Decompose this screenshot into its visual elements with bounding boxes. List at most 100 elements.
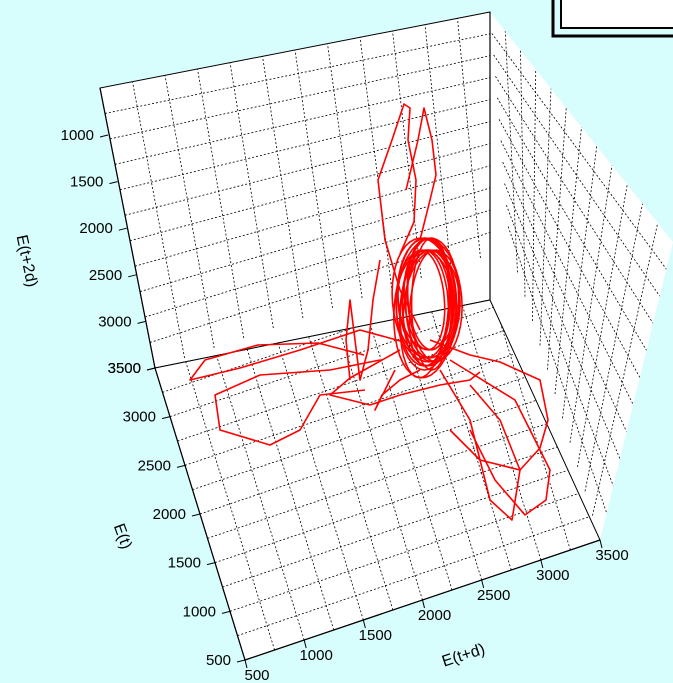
x-axis-tick [244,659,248,669]
y-tick-label: 2000 [153,506,186,523]
z-axis-line [99,87,156,369]
z-axis-tick [146,367,156,371]
back-wall-grid-line [197,68,245,339]
back-wall-grid-line [457,18,481,259]
back-wall-grid-line [139,183,490,293]
y-tick-label: 1500 [168,555,201,572]
right-wall-grid-line [507,226,608,514]
z-axis-tick [99,134,109,138]
back-wall-grid-line [229,62,274,329]
floor-grid-line [184,357,275,651]
x-axis-tick [599,539,603,549]
attractor-trajectory [189,103,551,521]
trajectory-segment [374,369,421,411]
floor-grid-line [207,417,563,539]
x-tick-label: 1500 [359,627,392,644]
y-tick-label: 3000 [123,409,156,426]
x-axis-tick [481,579,485,589]
y-tick-label: 3500 [108,360,141,377]
y-axis-tick [176,464,186,468]
y-axis-tick [161,416,171,420]
x-tick-label: 2500 [477,587,510,604]
right-wall-grid-line [539,88,552,346]
floor-grid-line [229,490,586,612]
y-axis-tick [191,513,201,517]
back-wall-grid-line [114,75,490,165]
floor-grid-line [480,300,571,551]
z-tick-label: 3000 [98,313,131,330]
back-wall-grid-line [104,33,490,114]
right-wall-grid-line [496,97,647,351]
right-wall [490,12,673,540]
z-axis-tick [128,274,137,278]
trajectory-segment [439,369,521,521]
right-wall-grid-line [491,33,667,270]
z-axis-label: E(t+2d) [13,233,41,288]
floor-grid-line [361,300,453,591]
back-wall-grid-line [294,49,333,309]
right-wall-grid-line [493,54,661,297]
trajectory-segment [405,107,437,241]
trajectory-loop [410,237,453,371]
z-axis-tick [137,320,146,324]
x-axis-tick [540,559,544,569]
back-wall-grid-line [327,43,363,299]
back-wall-grid-line [149,226,490,343]
x-axis-label: E(t+d) [440,641,487,671]
y-tick-label: 500 [206,652,231,669]
x-axis-tick [362,619,366,629]
right-wall-grid-line [569,165,613,443]
floor [154,299,601,661]
x-tick-label: 1000 [299,647,332,664]
trajectory-segment [189,329,405,381]
right-wall-face [490,12,673,540]
z-axis-tick [118,227,127,231]
right-wall-grid-line [532,69,537,322]
z-tick-label: 3500 [108,360,141,377]
y-axis-label: E(t) [110,521,135,551]
trajectory-segment [214,359,381,446]
right-wall-grid-line [500,140,634,405]
right-wall-grid-line [584,203,643,492]
z-tick-label: 1500 [70,174,103,191]
y-axis-tick [206,562,216,566]
tick-marks [99,134,603,669]
trajectory-segment [449,359,551,516]
floor-grid-line [184,344,541,466]
y-axis-tick [221,610,231,614]
trajectory-loop [393,237,460,379]
back-wall-grid-line [132,81,185,359]
back-wall-grid-line [144,204,490,318]
x-tick-label: 2000 [418,607,451,624]
y-axis-tick [236,659,246,663]
y-tick-label: 1000 [183,603,216,620]
trajectory-segment [377,103,421,331]
right-wall-grid-line [504,31,518,273]
x-tick-label: 3000 [536,567,569,584]
x-tick-label: 500 [244,667,269,683]
right-wall-grid-line [502,162,627,432]
back-wall-grid-line [424,24,452,269]
z-tick-label: 1000 [61,127,94,144]
floor-grid-line [192,369,548,491]
x-axis-tick [303,639,307,649]
floor-grid-line [169,300,526,418]
back-wall-grid-line [119,97,490,191]
y-tick-label: 2500 [138,457,171,474]
floor-grid-line [391,300,483,581]
right-wall-grid-line [498,119,641,378]
trajectory-segment [429,339,549,471]
floor-grid-line [213,347,305,641]
trajectory-loop [405,249,455,359]
x-axis-tick [422,599,425,609]
right-wall-grid-line [504,183,621,459]
right-wall-grid-line [495,76,654,324]
z-axis-tick [109,181,118,185]
trajectory-segment [345,259,381,381]
legend-box [551,0,673,38]
z-tick-label: 2500 [89,267,122,284]
back-wall-grid-line [109,54,490,140]
x-tick-label: 3500 [595,547,628,564]
legend-frame-inner [560,0,673,29]
